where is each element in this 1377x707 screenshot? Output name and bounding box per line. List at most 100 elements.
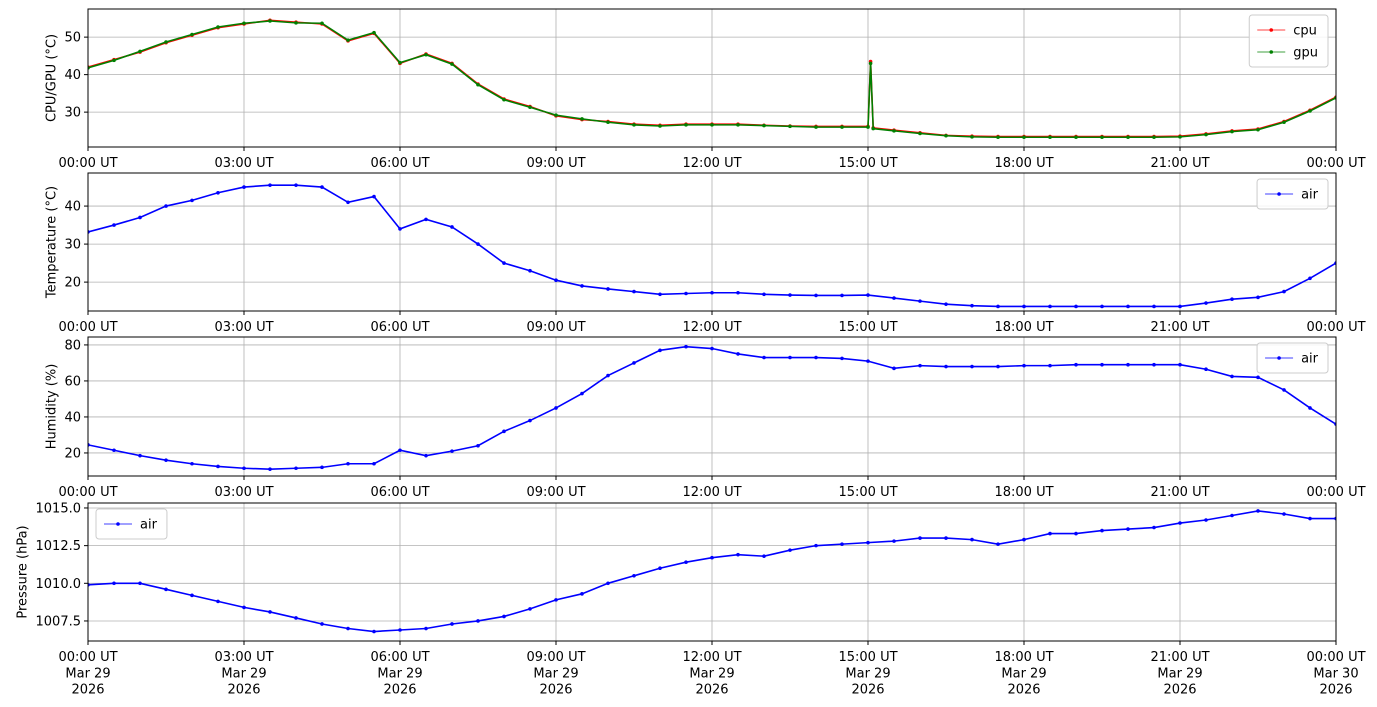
data-point [658,566,662,571]
x-tick-label: 15:00 UT [838,485,897,500]
legend-label: gpu [1293,46,1318,61]
data-point [398,227,402,231]
x-tick-label: 18:00 UT [994,320,1053,335]
data-point [1152,304,1156,309]
legend: air [104,518,158,533]
data-point [944,364,948,369]
data-point [840,542,844,546]
data-point [1308,406,1312,410]
data-point [320,622,324,626]
data-point [1308,516,1312,521]
data-point [970,364,974,369]
data-point [268,183,272,187]
data-point [866,293,870,297]
data-point [1282,512,1286,516]
data-point [294,616,298,620]
x-tick-label: 00:00 UT Mar 30 2026 [1306,650,1365,698]
legend-marker [116,522,120,526]
data-point [138,453,142,458]
data-point [866,540,870,545]
data-point [658,124,662,128]
data-point [1100,362,1104,367]
data-point [996,364,1000,369]
data-point [606,120,610,125]
y-tick-label: 50 [64,31,81,46]
data-point [970,303,974,308]
data-point [658,348,662,353]
x-tick-label: 06:00 UT [370,156,429,171]
data-point [762,554,766,558]
legend: air [1265,352,1319,367]
data-point [580,592,584,596]
data-point [606,581,610,586]
x-tick-label: 18:00 UT Mar 29 2026 [994,650,1053,698]
data-point [1230,513,1234,518]
legend: air [1265,188,1319,203]
data-point [450,622,454,626]
data-point [710,290,714,295]
data-point [1178,135,1182,139]
data-point [1022,537,1026,542]
x-tick-label: 06:00 UT Mar 29 2026 [370,650,429,698]
x-tick-label: 06:00 UT [370,485,429,500]
data-point [606,373,610,378]
data-point [502,614,506,619]
data-point [164,587,168,592]
data-point [242,605,246,610]
data-point [476,82,480,87]
data-point [1126,362,1130,367]
data-point [918,536,922,540]
data-point [502,97,506,102]
data-point [554,113,558,117]
data-point [164,40,168,44]
x-tick-label: 03:00 UT [214,156,273,171]
data-point [736,123,740,127]
data-point [190,32,194,37]
data-point [1282,120,1286,125]
plot-area [88,509,1336,634]
data-point [242,185,246,189]
legend-marker [1269,28,1274,32]
data-point [1178,521,1182,525]
data-point [1204,132,1208,137]
data-point [294,21,298,25]
x-tick-label: 12:00 UT [682,320,741,335]
data-point [1256,509,1260,513]
y-tick-label: 20 [64,446,81,461]
data-point [346,38,350,42]
data-point [528,607,532,611]
data-point [1178,362,1182,367]
data-point [502,429,506,434]
data-point [268,467,272,471]
data-point [632,289,636,294]
data-point [190,198,194,203]
data-point [294,466,298,471]
data-point [736,352,740,356]
data-point [476,619,480,623]
x-tick-label: 12:00 UT [682,485,741,500]
x-tick-label: 18:00 UT [994,156,1053,171]
data-point [788,548,792,552]
data-point [840,293,844,298]
data-point [450,449,454,453]
data-point [944,536,948,540]
y-axis-label: Pressure (hPa) [16,525,31,618]
data-point [1074,304,1078,309]
plot-area [88,183,1336,309]
data-point [996,542,1000,546]
data-point [944,133,948,138]
y-tick-label: 30 [64,238,81,253]
y-tick-label: 30 [64,106,81,121]
data-point [1152,362,1156,367]
data-point [1178,304,1182,309]
data-point [606,287,610,291]
data-point [1100,135,1104,140]
data-point [1022,304,1026,309]
data-point [736,290,740,295]
data-point [320,465,324,470]
y-tick-label: 60 [64,374,81,389]
data-point [788,293,792,297]
data-point [268,610,272,614]
